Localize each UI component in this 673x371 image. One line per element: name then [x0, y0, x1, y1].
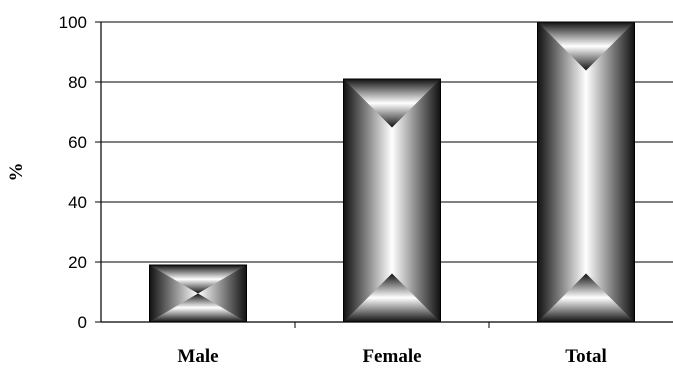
bar-shade-bottom [537, 273, 635, 322]
y-tick-label: 40 [68, 193, 87, 212]
bars [149, 21, 635, 323]
bar-shade-bottom [149, 293, 247, 322]
x-tick-labels: Male Female Total [177, 322, 607, 367]
bar-shade-top [149, 265, 247, 294]
bar-total [537, 21, 635, 323]
x-category-label: Total [565, 346, 607, 367]
y-tick-label: 100 [59, 13, 87, 32]
x-category-label: Male [177, 346, 218, 367]
y-tick-label: 60 [68, 133, 87, 152]
y-tick-label: 20 [68, 253, 87, 272]
y-tick-label: 0 [78, 313, 87, 332]
y-tick-label: 80 [68, 73, 87, 92]
bar-shade-bottom [343, 273, 441, 322]
bar-male [149, 264, 247, 323]
x-category-label: Female [362, 346, 421, 367]
bar-shade-top [537, 22, 635, 71]
bar-fill [537, 22, 635, 322]
y-tick-labels: 0 20 40 60 80 100 [59, 13, 101, 332]
bar-shade-top [343, 79, 441, 128]
bar-female [343, 78, 441, 323]
y-axis-title: % [6, 163, 27, 182]
